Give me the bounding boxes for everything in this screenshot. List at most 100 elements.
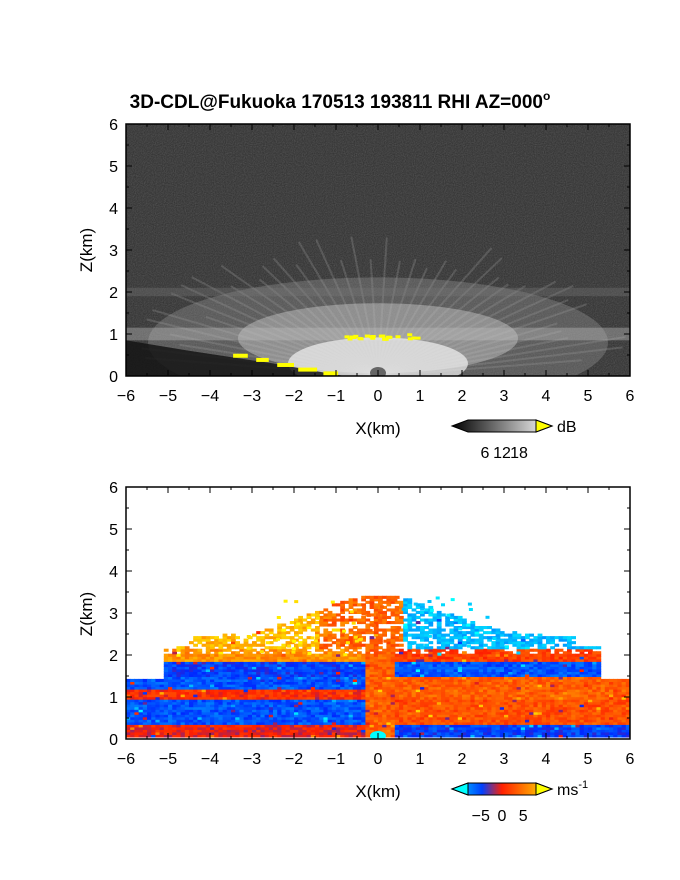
velocity-cell (403, 618, 408, 622)
velocity-cell (382, 673, 387, 677)
velocity-cell (357, 699, 362, 703)
velocity-cell (394, 694, 400, 698)
velocity-cell (554, 704, 560, 708)
velocity-cell (264, 661, 270, 665)
velocity-cell (537, 643, 543, 647)
velocity-cell (567, 658, 572, 662)
velocity-cell (369, 686, 375, 690)
velocity-cell (499, 638, 505, 642)
velocity-cell (172, 681, 177, 685)
velocity-cell (533, 719, 539, 723)
velocity-cell (621, 706, 627, 710)
velocity-cell (567, 646, 572, 650)
velocity-cell (365, 618, 371, 622)
velocity-cell (428, 729, 434, 733)
velocity-cell (197, 638, 203, 642)
velocity-cell (470, 638, 476, 642)
velocity-cell (621, 729, 627, 733)
velocity-cell (583, 721, 589, 725)
velocity-cell (617, 706, 623, 710)
velocity-cell (449, 696, 455, 700)
velocity-cell (474, 651, 480, 655)
velocity-cell (205, 643, 211, 647)
velocity-cell (596, 668, 602, 672)
velocity-cell (189, 696, 194, 700)
velocity-cell (222, 676, 228, 680)
velocity-cell (508, 661, 513, 665)
velocity-cell (567, 673, 572, 677)
velocity-cell (436, 686, 442, 690)
velocity-cell (130, 678, 135, 682)
velocity-cell (470, 694, 476, 698)
velocity-cell (487, 638, 492, 642)
velocity-cell (382, 618, 387, 622)
velocity-cell (504, 673, 509, 677)
velocity-cell (201, 636, 207, 640)
velocity-cell (151, 696, 156, 700)
velocity-cell (210, 701, 215, 705)
velocity-cell (205, 668, 211, 672)
velocity-cell (495, 673, 501, 677)
velocity-cell (529, 714, 534, 718)
velocity-cell (537, 704, 543, 708)
velocity-cell (520, 704, 526, 708)
velocity-cell (554, 643, 560, 647)
velocity-cell (222, 666, 228, 670)
velocity-cell (554, 684, 560, 688)
velocity-cell (218, 696, 224, 700)
velocity-cell (298, 631, 303, 635)
velocity-cell (239, 648, 245, 652)
velocity-cell (483, 689, 488, 693)
velocity-cell (453, 648, 459, 652)
velocity-cell (390, 691, 396, 695)
velocity-cell (268, 706, 274, 710)
velocity-cell (541, 648, 547, 652)
velocity-cell (445, 615, 450, 619)
velocity-cell (218, 646, 224, 650)
velocity-cell (457, 696, 463, 700)
velocity-cell (256, 656, 261, 660)
velocity-cell (537, 646, 543, 650)
velocity-cell (184, 724, 190, 728)
velocity-cell (373, 605, 379, 609)
velocity-cell (466, 686, 471, 690)
velocity-cell (373, 638, 379, 642)
velocity-cell (529, 734, 534, 738)
velocity-cell (474, 633, 480, 637)
velocity-cell (285, 653, 291, 657)
velocity-cell (176, 701, 182, 705)
velocity-cell (369, 636, 375, 640)
velocity-cell (541, 699, 547, 703)
velocity-cell (243, 641, 249, 645)
velocity-cell (512, 638, 518, 642)
velocity-cell (180, 666, 186, 670)
velocity-cell (310, 658, 316, 662)
velocity-cell (306, 636, 312, 640)
velocity-cell (407, 678, 413, 682)
velocity-cell (470, 671, 476, 675)
velocity-cell (142, 696, 148, 700)
velocity-cell (189, 716, 194, 720)
velocity-cell (512, 631, 518, 635)
velocity-cell (508, 671, 513, 675)
velocity-cell (344, 646, 350, 650)
velocity-cell (349, 610, 354, 614)
velocity-cell (537, 651, 543, 655)
velocity-cell (625, 691, 630, 695)
velocity-cell (296, 622, 301, 626)
velocity-cell (441, 628, 446, 632)
velocity-cell (516, 686, 522, 690)
velocity-cell (315, 714, 320, 718)
velocity-cell (575, 673, 581, 677)
velocity-cell (428, 726, 434, 730)
velocity-cell (478, 684, 484, 688)
velocity-cell (604, 678, 610, 682)
velocity-cell (176, 648, 182, 652)
velocity-cell (394, 721, 400, 725)
velocity-cell (529, 686, 534, 690)
velocity-cell (151, 721, 156, 725)
velocity-cell (554, 661, 560, 665)
velocity-cell (306, 671, 312, 675)
velocity-cell (432, 673, 438, 677)
colorbar-unit: dB (557, 419, 577, 436)
